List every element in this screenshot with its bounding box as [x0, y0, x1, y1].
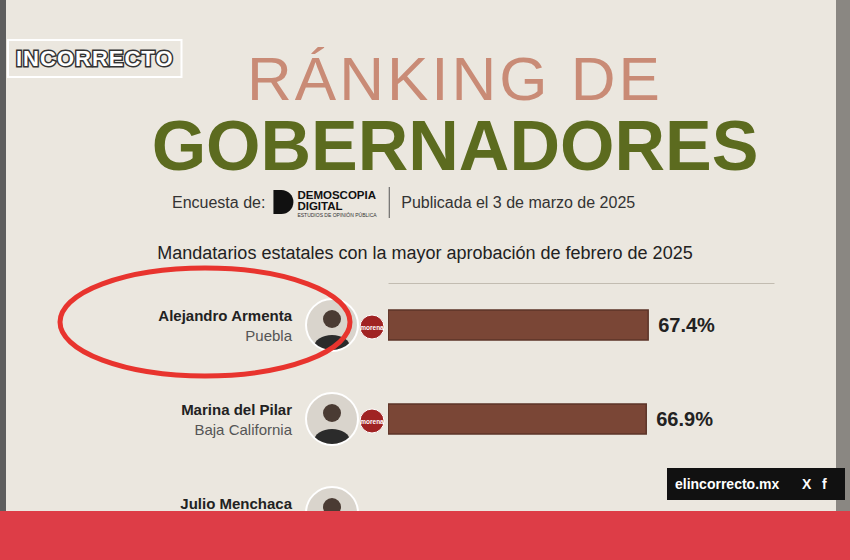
state-label: Puebla: [245, 327, 292, 344]
data-labels: 67.4% 66.9%: [656, 314, 715, 430]
party-label: morena: [360, 324, 384, 331]
title-line-2: GOBERNADORES: [152, 107, 759, 185]
portrait-body: [314, 429, 350, 453]
chart-root: INCORRECTO RÁNKING DEGOBERNADORES Encuesta…: [0, 0, 850, 560]
party-badge: [360, 409, 384, 433]
portrait-head: [323, 404, 341, 422]
data-label: 67.4%: [658, 314, 715, 336]
social-icon: f: [822, 476, 827, 492]
x-axis: [389, 283, 775, 284]
highlight-circle: [60, 268, 350, 376]
pollster-tagline: ESTUDIOS DE OPINIÓN PÚBLICA: [297, 212, 377, 218]
category-labels: Alejandro Armenta Puebla Marina del Pilar B…: [158, 307, 292, 512]
x-axis-line: [389, 283, 775, 284]
divider: [389, 187, 390, 218]
state-label: Baja California: [194, 421, 292, 438]
survey-label: Encuesta de:: [172, 194, 265, 211]
data-label: 66.9%: [656, 408, 713, 430]
pollster-logo-mark: [273, 190, 293, 214]
party-label: morena: [360, 418, 384, 425]
bar: [388, 404, 646, 434]
bars: [388, 310, 648, 434]
category-label: Alejandro Armenta: [158, 307, 292, 324]
bottom-band: [0, 511, 850, 560]
bar: [388, 310, 648, 340]
subtitle: Mandatarios estatales con la mayor aprob…: [157, 243, 692, 263]
frame-edge-left: [0, 0, 6, 560]
title-line-1: RÁNKING DE: [247, 44, 663, 113]
website-box: [667, 468, 845, 500]
category-label: Julio Menchaca: [180, 495, 292, 512]
portrait: [306, 393, 358, 453]
portrait-head: [323, 310, 341, 328]
party-badge: [360, 315, 384, 339]
logo-frame: [8, 40, 182, 77]
published-date: Publicada el 3 de marzo de 2025: [401, 194, 635, 211]
chart-svg: INCORRECTO RÁNKING DEGOBERNADORES Encuesta…: [0, 0, 850, 560]
logo-text: INCORRECTO: [16, 46, 174, 71]
social-icon: X: [802, 476, 812, 492]
background: [0, 0, 850, 560]
category-label: Marina del Pilar: [181, 401, 292, 418]
pollster-name-2: DIGITAL: [297, 200, 342, 212]
website: elincorrecto.mx: [675, 476, 779, 492]
